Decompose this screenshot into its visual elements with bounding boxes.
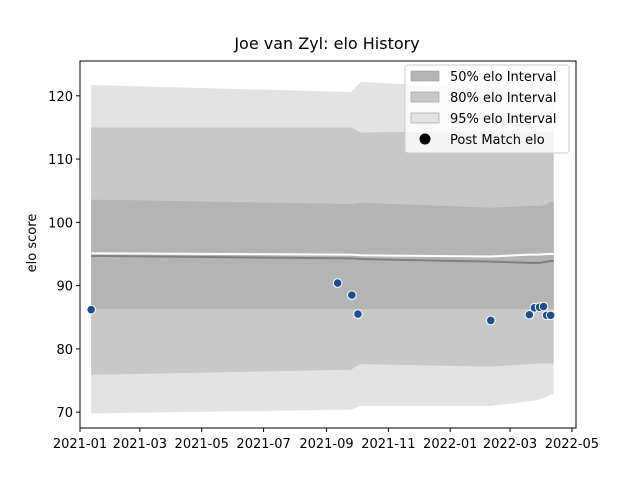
post-match-point [545, 310, 556, 321]
axes: 70 80 90 100 110 120 2021-01 2021-03 2021-05 2021… [48, 60, 599, 452]
post-match-point [347, 290, 357, 300]
post-match-point [486, 315, 496, 326]
elo-lines [91, 252, 554, 264]
plot-frame [79, 60, 577, 429]
legend-label: 80% elo Interval [450, 91, 557, 106]
post-match-elo-line [91, 252, 554, 258]
x-tick-label: 2021-07 [236, 437, 290, 452]
legend-label: 50% elo Interval [450, 70, 557, 85]
legend: 50% elo Interval 80% elo Interval 95% elo … [404, 64, 570, 154]
x-tick-label: 2021-11 [361, 437, 415, 452]
x-tick-label: 2022-05 [545, 437, 599, 452]
x-tick-label: 2021-01 [53, 437, 107, 452]
x-tick-label: 2022-03 [483, 437, 537, 452]
mean-elo-line [91, 254, 554, 264]
post-match-point [332, 278, 343, 288]
y-tick-label: 80 [56, 343, 73, 358]
chart-title: Joe van Zyl: elo History [233, 34, 419, 53]
x-tick-label: 2021-05 [175, 437, 229, 452]
x-tick-label: 2021-09 [299, 437, 353, 452]
y-axis-label: elo score [25, 214, 40, 273]
legend-swatch [410, 91, 440, 103]
legend-swatch [410, 112, 440, 124]
y-tick-label: 110 [48, 153, 73, 168]
x-tick-label: 2021-03 [113, 437, 167, 452]
legend-swatch [410, 70, 440, 82]
x-tick-label: 2022-01 [423, 437, 477, 452]
y-tick-label: 90 [56, 280, 73, 295]
post-match-point [538, 301, 549, 312]
legend-box [404, 64, 570, 154]
interval-bands [91, 81, 554, 414]
post-match-points [86, 278, 556, 326]
y-tick-label: 70 [56, 406, 73, 421]
legend-label: 95% elo Interval [450, 112, 557, 127]
y-tick-label: 100 [48, 216, 73, 231]
legend-marker [419, 133, 431, 145]
post-match-point [524, 309, 535, 320]
y-tick-label: 120 [48, 90, 73, 105]
post-match-point [353, 309, 363, 319]
legend-label: Post Match elo [450, 133, 545, 148]
post-match-point [86, 304, 96, 315]
